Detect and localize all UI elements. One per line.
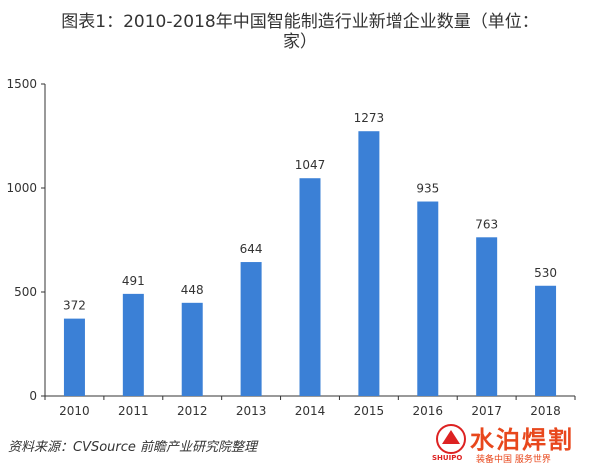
data-label-2016: 935 (416, 182, 439, 196)
x-tick-label: 2011 (118, 404, 149, 418)
data-label-2014: 1047 (295, 158, 326, 172)
watermark-logo: 水泊焊割 SHUIPO 装备中国 服务世界 (428, 420, 600, 465)
x-tick-label: 2013 (236, 404, 267, 418)
data-label-2018: 530 (534, 266, 557, 280)
x-tick-label: 2012 (177, 404, 208, 418)
bar-2013 (240, 262, 262, 396)
logo-slogan: 装备中国 服务世界 (476, 455, 551, 465)
bar-2017 (476, 237, 498, 396)
chart-title: 图表1：2010-2018年中国智能制造行业新增企业数量（单位： 家） (0, 12, 600, 52)
x-tick-label: 2018 (530, 404, 561, 418)
x-tick-label: 2016 (413, 404, 444, 418)
data-label-2012: 448 (181, 283, 204, 297)
title-line-2: 家） (283, 32, 317, 52)
bar-2015 (358, 131, 380, 396)
bar-2014 (299, 178, 321, 396)
logo-en: SHUIPO (432, 454, 463, 462)
data-label-2010: 372 (63, 299, 86, 313)
x-tick-label: 2015 (354, 404, 385, 418)
source-note: 资料来源：CVSource 前瞻产业研究院整理 (8, 440, 258, 455)
y-tick-label: 1000 (6, 181, 37, 195)
data-label-2015: 1273 (354, 111, 385, 125)
y-tick-label: 500 (14, 285, 37, 299)
bar-2016 (417, 201, 439, 396)
data-label-2011: 491 (122, 274, 145, 288)
y-tick-label: 0 (29, 389, 37, 403)
data-label-2013: 644 (240, 242, 263, 256)
title-line-1: 图表1：2010-2018年中国智能制造行业新增企业数量（单位： (61, 12, 539, 32)
bar-2010 (63, 318, 85, 396)
bar-2011 (122, 293, 144, 396)
y-tick-label: 1500 (6, 77, 37, 91)
logo-name: 水泊焊割 (470, 426, 574, 454)
logo-mountain-icon (436, 424, 466, 454)
x-tick-label: 2014 (295, 404, 326, 418)
x-tick-label: 2010 (59, 404, 90, 418)
data-label-2017: 763 (475, 217, 498, 231)
x-tick-label: 2017 (471, 404, 502, 418)
bar-2012 (181, 302, 203, 396)
bar-2018 (535, 285, 557, 396)
